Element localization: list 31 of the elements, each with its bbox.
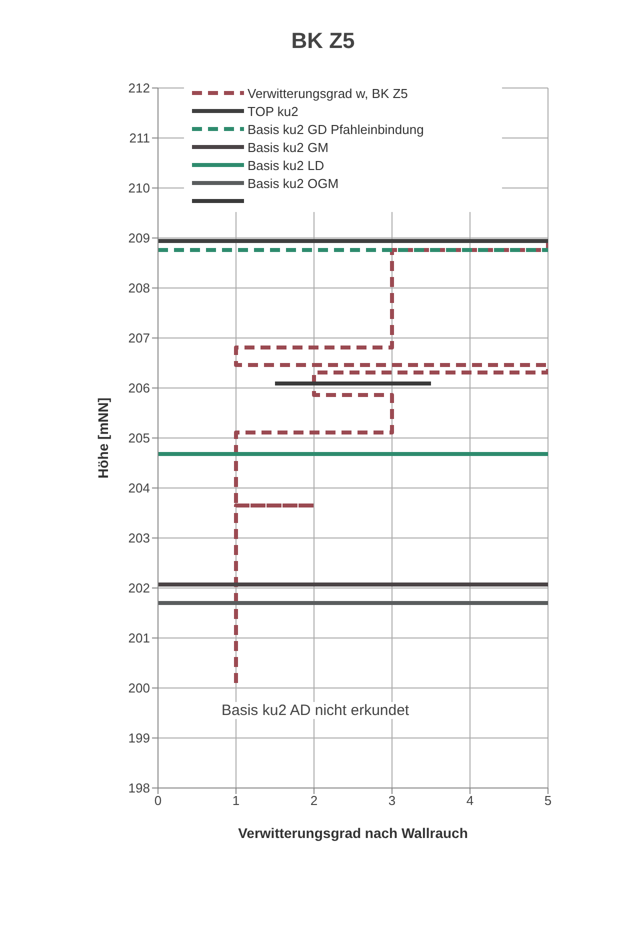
y-tick-label: 209: [128, 230, 150, 246]
legend-label: Basis ku2 LD: [248, 158, 324, 172]
legend-label: TOP ku2: [248, 104, 298, 118]
x-tick-label: 5: [544, 793, 552, 808]
legend-label: Basis ku2 GM: [248, 140, 328, 154]
y-tick-label: 205: [128, 430, 150, 446]
x-tick-label: 1: [232, 793, 240, 808]
x-tick-label: 2: [310, 793, 318, 808]
annotation: Basis ku2 AD nicht erkundet: [220, 702, 412, 720]
y-tick-label: 207: [128, 330, 150, 346]
y-tick-label: 208: [128, 280, 150, 296]
x-axis-title: Verwitterungsgrad nach Wallrauch: [238, 825, 468, 841]
chart-title: BK Z5: [290, 28, 356, 54]
y-tick-label: 204: [128, 480, 150, 496]
x-tick-label: 3: [388, 793, 396, 808]
legend-label: Verwitterungsgrad w, BK Z5: [248, 86, 408, 100]
y-tick-label: 202: [128, 580, 150, 596]
y-tick-label: 210: [128, 180, 150, 196]
y-axis-title: Höhe [mNN]: [94, 398, 111, 478]
y-tick-label: 203: [128, 530, 150, 546]
x-tick-label: 4: [466, 793, 474, 808]
y-tick-label: 211: [129, 130, 150, 146]
y-tick-label: 199: [128, 730, 150, 746]
y-tick-label: 212: [128, 80, 150, 96]
x-tick-label: 0: [154, 793, 162, 808]
legend-label: Basis ku2 OGM: [248, 176, 339, 190]
y-tick-label: 198: [128, 780, 150, 796]
legend-label: Basis ku2 GD Pfahleinbindung: [248, 122, 424, 136]
y-tick-label: 200: [128, 680, 150, 696]
y-tick-label: 206: [128, 380, 150, 396]
y-tick-label: 201: [128, 630, 150, 646]
